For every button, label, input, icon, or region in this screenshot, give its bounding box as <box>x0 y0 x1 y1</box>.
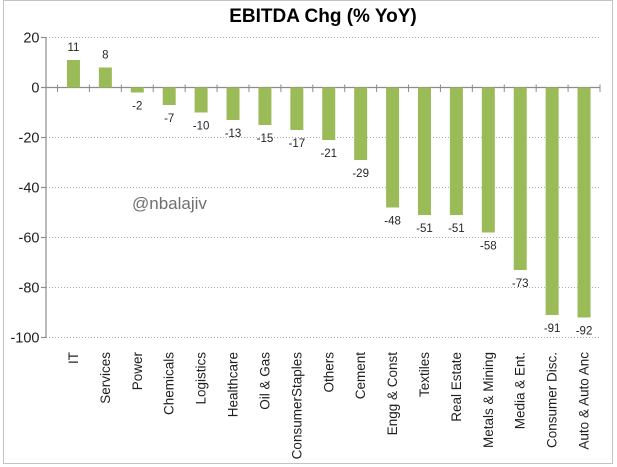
bar-value-label: -7 <box>164 113 174 125</box>
bar-value-label: -91 <box>544 323 561 335</box>
category-label: Textiles <box>417 352 432 397</box>
bar-value-label: -48 <box>384 216 401 228</box>
bar <box>386 87 400 208</box>
bar <box>290 87 304 130</box>
category-label: IT <box>66 352 81 364</box>
bar <box>130 87 144 93</box>
bar-value-label: -21 <box>320 148 337 160</box>
bar-value-label: -29 <box>352 168 369 180</box>
y-axis-label: 20 <box>23 31 39 47</box>
y-axis-label: -80 <box>19 281 40 297</box>
bar <box>577 87 591 318</box>
bar-value-label: -51 <box>416 223 433 235</box>
bar-value-label: -17 <box>289 138 306 150</box>
category-label: Healthcare <box>226 352 241 417</box>
bar-value-label: -2 <box>132 101 142 113</box>
category-label: Others <box>321 352 336 393</box>
bar <box>449 87 463 215</box>
bar-value-label: -15 <box>257 133 274 145</box>
category-label: Media & Ent. <box>513 352 528 429</box>
bar <box>194 87 208 113</box>
category-label: Oil & Gas <box>257 352 272 410</box>
bar <box>545 87 559 315</box>
category-label: Logistics <box>194 352 209 405</box>
category-label: Services <box>98 352 113 404</box>
watermark-text: @nbalajiv <box>132 194 207 213</box>
y-axis-label: -20 <box>19 131 40 147</box>
bar <box>162 87 176 105</box>
y-axis-label: 0 <box>31 81 39 97</box>
bar <box>98 67 112 88</box>
bar-value-label: -92 <box>576 326 593 338</box>
category-label: Chemicals <box>162 352 177 415</box>
y-axis-label: -60 <box>19 231 40 247</box>
bar-value-label: -73 <box>512 278 529 290</box>
bar-value-label: -10 <box>193 121 210 133</box>
category-label: Engg & Const <box>385 352 400 436</box>
bar <box>226 87 240 120</box>
bar-value-label: 11 <box>67 42 79 54</box>
bar <box>322 87 336 140</box>
bar <box>481 87 495 233</box>
chart-title: EBITDA Chg (% YoY) <box>229 6 417 27</box>
bar <box>66 60 80 88</box>
category-label: Auto & Auto Anc <box>577 352 592 450</box>
category-label: Consumer Disc. <box>545 352 560 448</box>
category-label: Power <box>130 351 145 390</box>
bar <box>513 87 527 270</box>
bar-value-label: -13 <box>225 128 242 140</box>
bar-value-label: -51 <box>448 223 465 235</box>
category-label: Metals & Mining <box>481 352 496 448</box>
category-label: ConsumerStaples <box>289 352 304 460</box>
category-label: Real Estate <box>449 352 464 422</box>
category-label: Cement <box>353 352 368 400</box>
bar <box>417 87 431 215</box>
y-axis-label: -40 <box>19 181 40 197</box>
bar <box>258 87 272 125</box>
bar <box>354 87 368 160</box>
bar-value-label: -58 <box>480 241 497 253</box>
y-axis-label: -100 <box>10 331 39 347</box>
bar-value-label: 8 <box>102 50 108 62</box>
